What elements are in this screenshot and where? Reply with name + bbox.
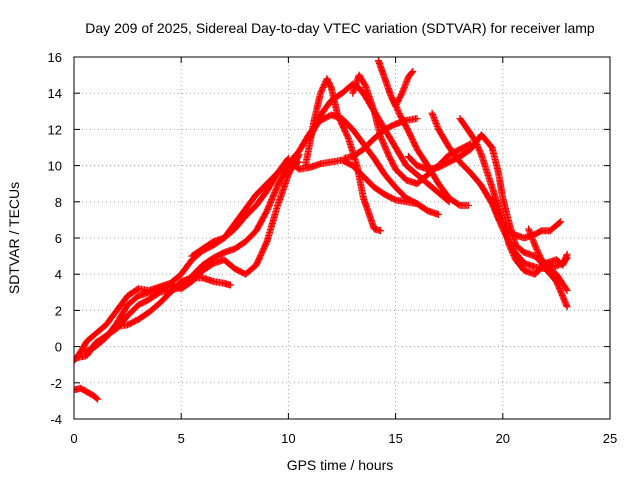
x-tick-label: 0 [70,431,77,446]
plot-frame [73,56,611,420]
y-tick-label: 12 [48,122,62,137]
data-point [563,286,571,294]
y-tick-label: 10 [48,159,62,174]
x-tick-label: 10 [281,431,295,446]
y-tick-label: 14 [48,86,62,101]
y-tick-label: -2 [50,376,62,391]
series-track [74,384,102,403]
data-point [464,201,472,209]
data-point [562,255,570,263]
data-point [94,395,102,403]
x-tick-label: 20 [496,431,510,446]
y-tick-label: 0 [55,340,62,355]
series-track [349,71,475,188]
data-point [408,69,416,77]
plot-area [74,57,571,403]
data-point [434,210,442,218]
y-tick-label: 16 [48,50,62,65]
series-track [389,96,472,209]
series-track [106,274,235,336]
y-tick-label: 2 [55,303,62,318]
x-tick-label: 25 [603,431,617,446]
y-tick-label: -4 [50,412,62,427]
x-tick-label: 15 [388,431,402,446]
y-tick-label: 6 [55,231,62,246]
data-point [563,303,571,311]
data-point [377,227,385,235]
data-point [227,281,235,289]
x-tick-label: 5 [178,431,185,446]
data-point [93,394,101,402]
series-track [525,225,571,271]
data-point [556,219,564,227]
data-point [562,285,570,293]
data-point [409,67,417,75]
data-point [557,218,565,226]
y-tick-label: 4 [55,267,62,282]
series-track [488,194,565,242]
x-axis-label: GPS time / hours [287,457,394,473]
y-axis-label: SDTVAR / TECUs [6,182,22,294]
y-tick-label: 8 [55,195,62,210]
tick-labels: 0 5 10 15 20 25 -4 -2 0 2 4 6 8 10 12 14 16 [48,50,618,446]
data-point [413,115,421,123]
data-point [563,254,571,262]
chart-title: Day 209 of 2025, Sidereal Day-to-day VTE… [85,20,595,36]
data-point [413,200,421,208]
